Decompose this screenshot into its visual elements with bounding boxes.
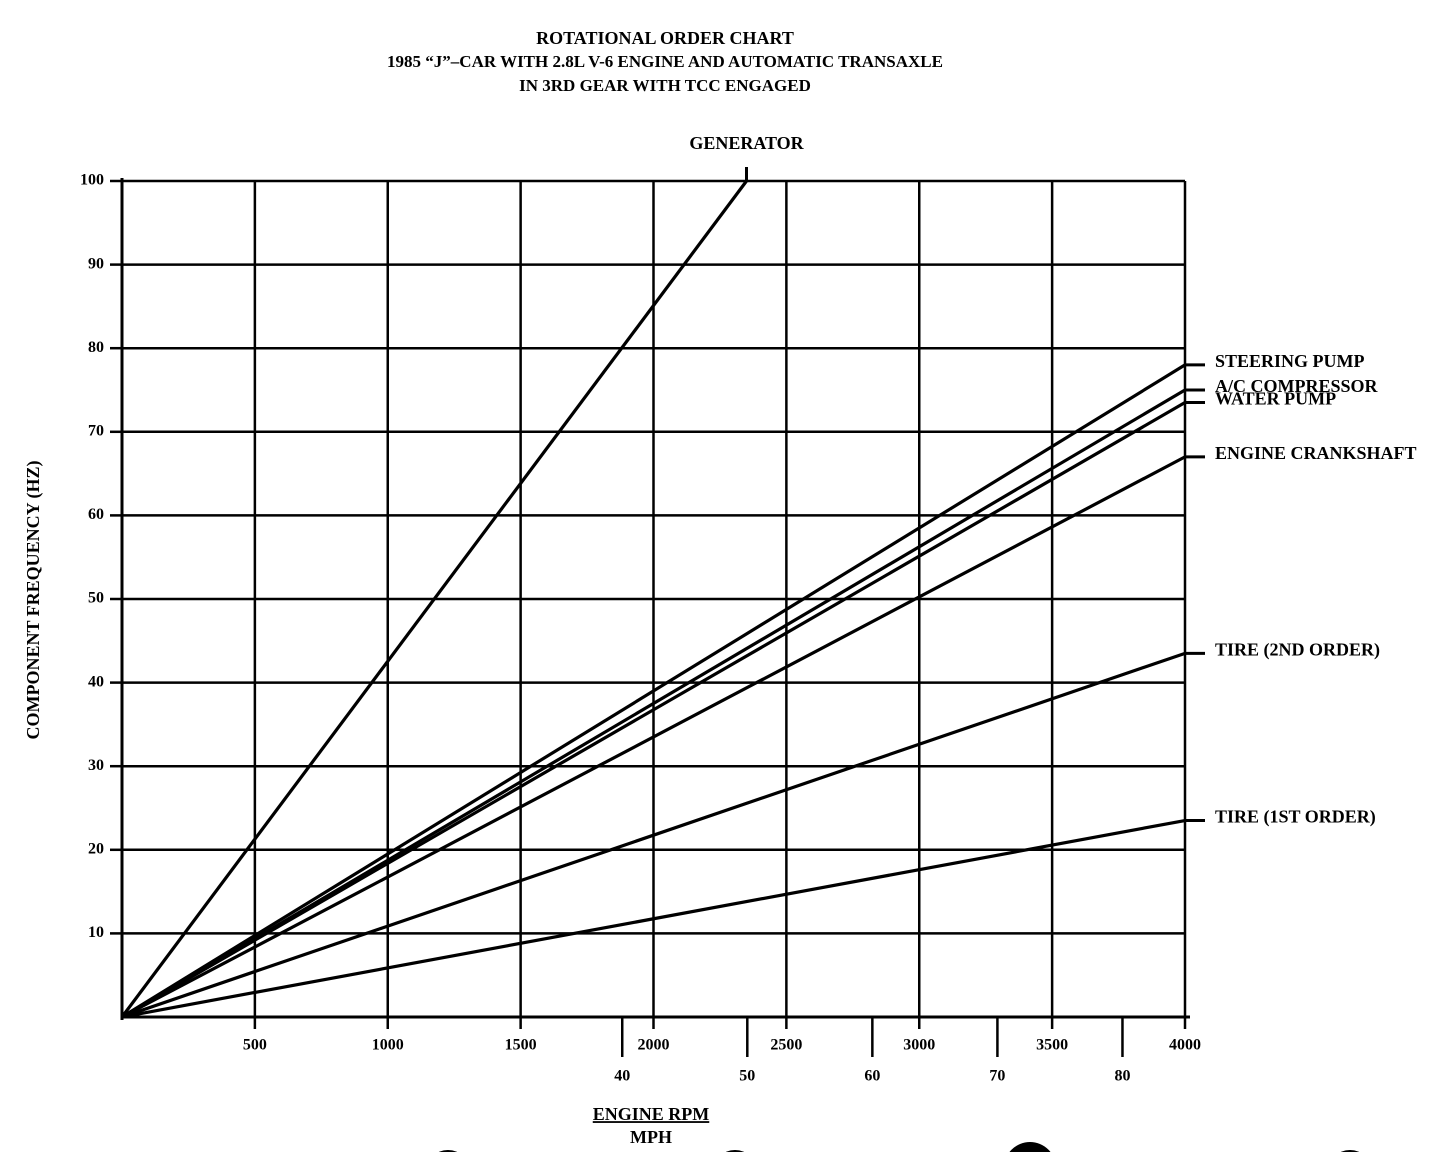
x-tick-label: 2000 <box>638 1037 670 1054</box>
y-tick-label: 70 <box>88 422 104 439</box>
y-tick-label: 20 <box>88 840 104 857</box>
series-label: TIRE (2ND ORDER) <box>1215 639 1380 660</box>
series-label: STEERING PUMP <box>1215 351 1365 371</box>
series-line <box>121 363 1186 1019</box>
chart-title: ROTATIONAL ORDER CHART <box>536 28 794 48</box>
x2-tick-label: 80 <box>1114 1068 1130 1085</box>
y-axis-label: COMPONENT FREQUENCY (HZ) <box>23 460 44 739</box>
y-tick-label: 30 <box>88 757 104 774</box>
x-tick-label: 3000 <box>903 1037 935 1054</box>
series-label: TIRE (1ST ORDER) <box>1215 807 1376 828</box>
y-tick-label: 10 <box>88 924 104 941</box>
series-label: ENGINE CRANKSHAFT <box>1215 443 1417 463</box>
punch-hole <box>1009 1142 1051 1152</box>
series-label: WATER PUMP <box>1215 389 1336 409</box>
series-line <box>121 455 1186 1019</box>
y-tick-label: 40 <box>88 673 104 690</box>
y-tick-label: 100 <box>80 172 104 189</box>
x-tick-label: 1000 <box>372 1037 404 1054</box>
x-tick-label: 3500 <box>1036 1037 1068 1054</box>
x2-tick-label: 50 <box>739 1068 755 1085</box>
y-tick-label: 90 <box>88 255 104 272</box>
chart-subtitle: 1985 “J”–CAR WITH 2.8L V-6 ENGINE AND AU… <box>387 52 943 71</box>
series-label: A/C COMPRESSOR <box>1215 376 1379 396</box>
series-line <box>121 401 1186 1019</box>
y-tick-label: 60 <box>88 506 104 523</box>
chart-subtitle: IN 3RD GEAR WITH TCC ENGAGED <box>519 76 811 95</box>
x-tick-label: 500 <box>243 1037 267 1054</box>
x2-tick-label: 40 <box>614 1068 630 1085</box>
x-tick-label: 1500 <box>505 1037 537 1054</box>
x2-tick-label: 60 <box>864 1068 880 1085</box>
series-line <box>121 388 1186 1019</box>
y-tick-label: 80 <box>88 339 104 356</box>
x2-axis-label: MPH <box>630 1127 672 1147</box>
series-line <box>121 651 1186 1019</box>
y-tick-label: 50 <box>88 590 104 607</box>
series-line <box>120 180 748 1018</box>
series-label: GENERATOR <box>689 133 804 153</box>
x-tick-label: 2500 <box>770 1037 802 1054</box>
x-tick-label: 4000 <box>1169 1037 1201 1054</box>
x2-tick-label: 70 <box>989 1068 1005 1085</box>
series-line <box>121 818 1186 1019</box>
x-axis-label: ENGINE RPM <box>593 1104 710 1124</box>
